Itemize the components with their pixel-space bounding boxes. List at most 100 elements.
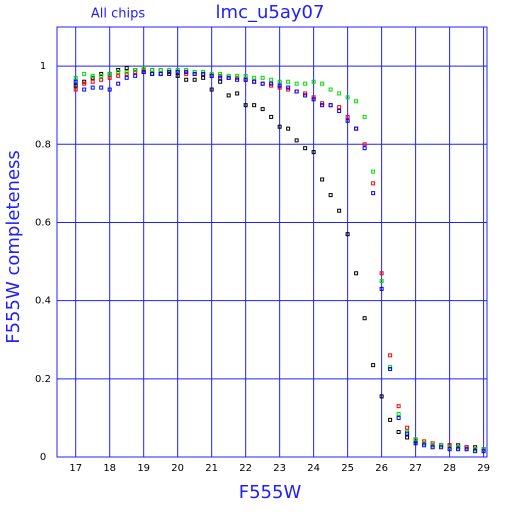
marker: [303, 93, 308, 98]
marker: [218, 75, 223, 80]
marker: [243, 77, 248, 82]
marker: [82, 81, 87, 86]
marker: [379, 394, 384, 399]
marker: [99, 77, 104, 82]
marker: [73, 75, 78, 80]
marker: [388, 367, 393, 372]
marker: [345, 232, 350, 237]
x-tick-label: 25: [341, 463, 354, 474]
marker: [260, 81, 265, 86]
marker: [226, 93, 231, 98]
marker: [124, 69, 129, 74]
marker: [337, 208, 342, 213]
marker: [371, 363, 376, 368]
marker: [277, 124, 282, 129]
marker: [192, 77, 197, 82]
marker: [133, 73, 138, 78]
x-tick-label: 21: [205, 463, 218, 474]
y-tick-label: 0.2: [35, 374, 51, 385]
marker: [345, 114, 350, 119]
marker: [90, 85, 95, 90]
marker: [379, 286, 384, 291]
marker: [320, 81, 325, 86]
marker: [269, 81, 274, 86]
marker: [354, 126, 359, 131]
marker: [328, 87, 333, 92]
marker: [311, 79, 316, 84]
marker: [396, 415, 401, 420]
x-tick-label: 18: [103, 463, 116, 474]
marker: [405, 435, 410, 440]
marker: [388, 417, 393, 422]
marker: [158, 68, 163, 72]
marker: [362, 316, 367, 321]
x-tick-label: 27: [409, 463, 422, 474]
x-tick-label: 23: [273, 463, 286, 474]
marker: [201, 71, 206, 76]
marker: [82, 71, 87, 76]
marker: [243, 103, 248, 108]
marker: [371, 169, 376, 174]
x-tick-label: 29: [477, 463, 490, 474]
marker: [379, 279, 384, 284]
marker: [82, 87, 87, 92]
marker: [99, 73, 104, 78]
marker: [362, 114, 367, 119]
marker: [371, 191, 376, 196]
marker: [354, 99, 359, 104]
y-tick-label: 0.8: [35, 139, 51, 150]
marker: [362, 146, 367, 151]
marker: [235, 73, 240, 78]
marker: [294, 138, 299, 143]
marker: [345, 95, 350, 100]
marker: [107, 71, 112, 76]
marker: [320, 177, 325, 182]
marker: [379, 271, 384, 276]
y-axis-label: F555W completeness: [3, 150, 24, 344]
marker: [328, 193, 333, 198]
marker: [73, 83, 78, 88]
marker: [303, 81, 308, 86]
marker: [345, 118, 350, 123]
marker: [456, 447, 461, 452]
marker: [473, 449, 478, 454]
marker: [209, 73, 214, 78]
marker: [311, 150, 316, 155]
marker: [286, 85, 291, 90]
marker: [252, 79, 257, 84]
marker: [252, 103, 257, 108]
marker: [175, 69, 180, 74]
chart-subtitle: All chips: [91, 7, 145, 22]
marker: [116, 73, 121, 78]
marker: [311, 97, 316, 102]
marker: [447, 447, 452, 452]
marker: [107, 87, 112, 92]
marker: [269, 114, 274, 119]
marker: [422, 443, 427, 448]
x-tick-label: 17: [69, 463, 82, 474]
marker: [209, 87, 214, 92]
marker: [158, 71, 163, 76]
marker: [235, 77, 240, 82]
marker: [107, 75, 112, 80]
marker: [235, 91, 240, 96]
x-tick-label: 24: [307, 463, 320, 474]
marker: [303, 146, 308, 151]
marker: [328, 103, 333, 108]
marker: [294, 89, 299, 94]
marker: [260, 107, 265, 112]
marker: [252, 75, 257, 80]
marker: [396, 429, 401, 434]
marker: [362, 142, 367, 147]
marker: [167, 69, 172, 74]
marker: [99, 85, 104, 90]
marker: [175, 73, 180, 78]
marker: [396, 404, 401, 409]
marker: [269, 77, 274, 82]
marker: [277, 83, 282, 88]
marker: [405, 425, 410, 430]
marker: [150, 68, 155, 72]
marker: [218, 71, 223, 76]
x-tick-label: 28: [443, 463, 456, 474]
y-tick-label: 0: [40, 452, 46, 463]
